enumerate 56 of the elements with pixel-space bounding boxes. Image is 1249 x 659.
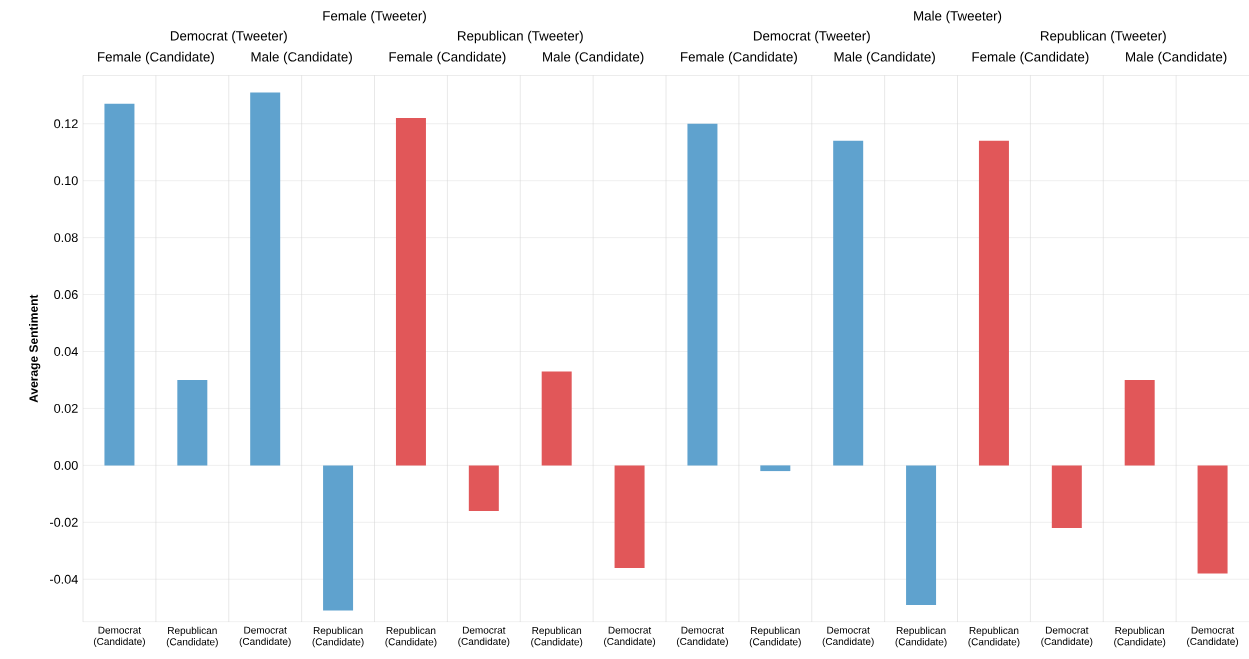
text: Female (Candidate) (98, 51, 214, 65)
y-tick-label: 0.08 (54, 233, 78, 243)
y-tick-label: -0.04 (49, 574, 78, 584)
y-tick-label: 0.06 (54, 290, 78, 300)
x-tick-label: Democrat (Candidate) (1187, 626, 1239, 647)
bar (906, 465, 937, 605)
bar (323, 465, 354, 611)
text: Male (Tweeter) (914, 10, 1002, 24)
x-tick-label: Republican (Candidate) (312, 626, 364, 648)
bar (250, 92, 281, 466)
y-tick-label: 0.02 (54, 403, 78, 413)
x-tick-label: Republican (Candidate) (968, 626, 1020, 648)
x-tick-label: Democrat (Candidate) (822, 626, 874, 647)
x-tick-label: Democrat (Candidate) (1041, 626, 1093, 647)
y-tick-label: 0.12 (54, 119, 78, 129)
x-tick-label: Republican (Candidate) (1114, 626, 1166, 648)
bar (760, 465, 791, 472)
bar (1051, 465, 1082, 529)
x-tick-label: Republican (Candidate) (166, 626, 218, 648)
bar (614, 465, 645, 568)
bar (1197, 465, 1228, 574)
bar (468, 465, 499, 511)
y-tick-label: 0.10 (54, 176, 78, 186)
x-tick-label: Democrat (Candidate) (93, 626, 145, 647)
text: Male (Candidate) (834, 51, 935, 65)
bar (177, 379, 208, 466)
x-tick-label: Democrat (Candidate) (239, 626, 291, 647)
text: Republican (Tweeter) (457, 30, 583, 44)
text: Male (Candidate) (543, 51, 644, 65)
x-tick-label: Democrat (Candidate) (676, 626, 728, 647)
bar (541, 371, 572, 466)
bar (687, 123, 718, 466)
text: Male (Candidate) (1126, 51, 1227, 65)
text: Female (Tweeter) (323, 10, 426, 24)
x-tick-label: Republican (Candidate) (895, 626, 947, 648)
text: Female (Candidate) (389, 51, 506, 65)
text: Female (Candidate) (972, 51, 1089, 65)
y-axis-title: Average Sentiment (29, 294, 41, 403)
bar (104, 103, 135, 466)
y-tick-label: 0.04 (54, 347, 78, 356)
text: Male (Candidate) (251, 51, 352, 65)
bar (395, 118, 426, 466)
text: Republican (Tweeter) (1040, 30, 1166, 44)
x-tick-label: Republican (Candidate) (385, 626, 437, 648)
x-tick-label: Republican (Candidate) (749, 626, 801, 648)
x-tick-label: Democrat (Candidate) (458, 626, 510, 647)
text: Female (Candidate) (681, 51, 797, 65)
x-tick-label: Republican (Candidate) (531, 626, 583, 648)
bar (978, 140, 1009, 466)
y-tick-label: -0.02 (49, 517, 78, 527)
text: Democrat (Tweeter) (170, 30, 287, 44)
bar (1124, 379, 1155, 466)
bar (833, 140, 864, 466)
y-tick-label: 0.00 (54, 460, 78, 470)
text: Democrat (Tweeter) (753, 30, 870, 44)
x-tick-label: Democrat (Candidate) (604, 626, 656, 647)
